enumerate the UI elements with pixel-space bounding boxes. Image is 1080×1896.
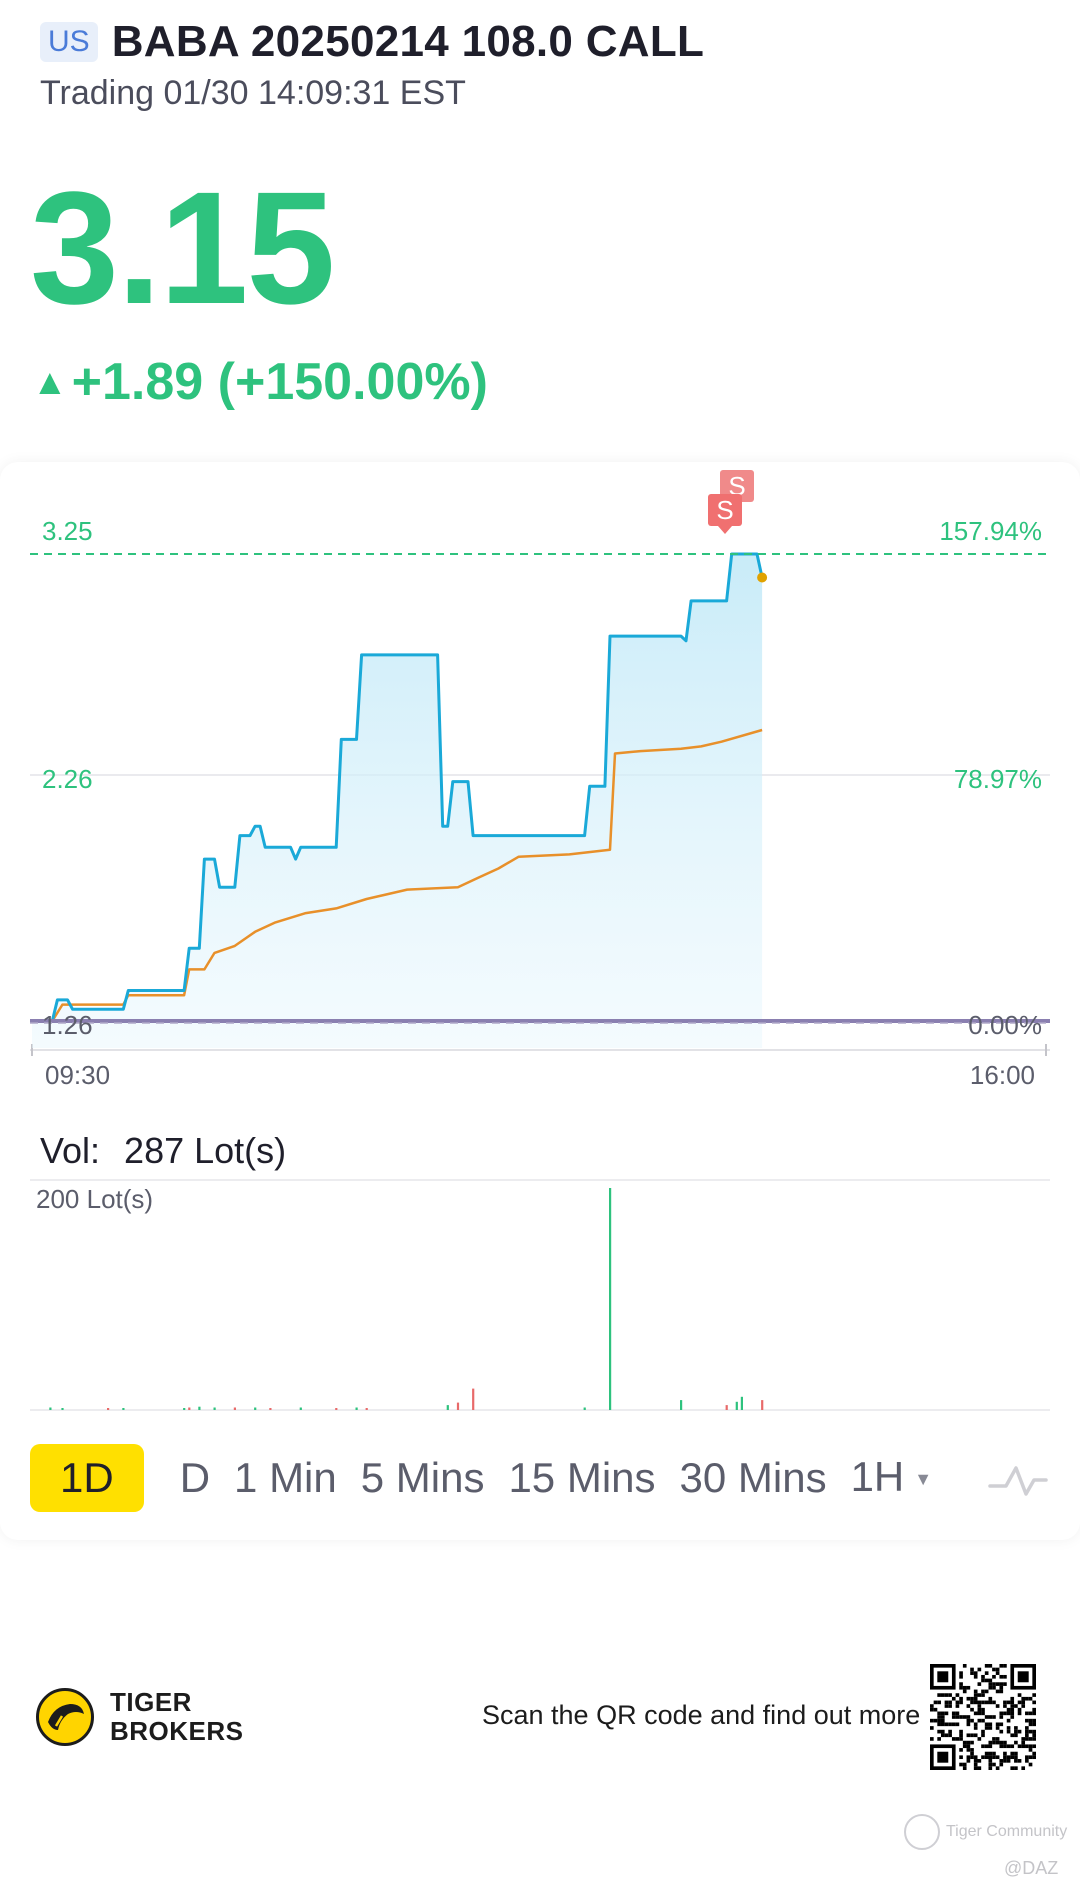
brand-name: TIGER BROKERS — [110, 1688, 244, 1746]
volume-value: 287 Lot(s) — [124, 1130, 287, 1171]
price-change-value: +1.89 (+150.00%) — [71, 353, 488, 411]
brand-line-1: TIGER — [110, 1687, 192, 1717]
y-label-mid: 2.26 — [42, 764, 93, 794]
volume-bar — [761, 1400, 764, 1410]
tab-1d[interactable]: 1D — [30, 1444, 144, 1512]
volume-bar — [299, 1407, 302, 1410]
volume-bar — [365, 1408, 368, 1410]
volume-bar — [233, 1407, 236, 1410]
volume-bar — [583, 1407, 586, 1410]
tab-15-mins[interactable]: 15 Mins — [508, 1454, 656, 1501]
x-label-open: 09:30 — [45, 1060, 110, 1090]
tab-1h-label: 1H — [850, 1452, 905, 1500]
tab-5-mins[interactable]: 5 Mins — [360, 1454, 485, 1501]
svg-text:S: S — [728, 471, 745, 501]
volume-bar — [335, 1408, 338, 1410]
volume-bar — [183, 1408, 186, 1410]
last-price: 3.15 — [30, 158, 335, 337]
tiger-logo-icon — [36, 1688, 94, 1746]
volume-bar — [213, 1407, 216, 1410]
volume-bar — [472, 1388, 475, 1410]
y-pct-low: 0.00% — [968, 1010, 1042, 1040]
y-pct-high: 157.94% — [939, 516, 1042, 546]
title-row: US BABA 20250214 108.0 CALL — [40, 16, 1040, 68]
volume-bar — [680, 1400, 683, 1410]
market-badge: US — [40, 22, 98, 62]
volume-bar — [254, 1407, 257, 1410]
volume-bars — [49, 1188, 764, 1410]
volume-bar — [188, 1407, 191, 1410]
tiger-brokers-logo: TIGER BROKERS — [36, 1688, 244, 1746]
price-area — [32, 554, 763, 1048]
volume-bar — [269, 1408, 272, 1410]
price-line — [32, 552, 764, 1023]
timeframe-tabs: 1D D 1 Min 5 Mins 15 Mins 30 Mins 1H ▼ — [30, 1444, 956, 1512]
author-handle: @DAZ — [1004, 1858, 1059, 1878]
volume-bar — [61, 1408, 64, 1410]
tab-1h[interactable]: 1H ▼ — [851, 1443, 933, 1514]
y-label-high: 3.25 — [42, 516, 93, 546]
scan-qr-text: Scan the QR code and find out more — [482, 1700, 921, 1730]
intraday-chart[interactable]: 3.25 2.26 1.26 157.94% 78.97% 0.00% 09:3… — [0, 0, 1080, 1440]
volume-scale-label: 200 Lot(s) — [36, 1184, 153, 1214]
community-text: Tiger Community — [946, 1823, 1068, 1840]
x-label-close: 16:00 — [970, 1060, 1035, 1090]
svg-text:S: S — [716, 495, 733, 525]
community-logo-icon — [904, 1814, 940, 1850]
quote-header: US BABA 20250214 108.0 CALL Trading 01/3… — [40, 16, 1040, 113]
last-point-marker — [757, 572, 768, 583]
volume-bar — [198, 1406, 201, 1410]
volume-bar — [355, 1407, 358, 1410]
volume-bar — [740, 1396, 743, 1410]
qr-code[interactable] — [930, 1664, 1036, 1770]
average-price-line — [32, 728, 763, 1023]
caret-down-icon: ▼ — [914, 1469, 933, 1490]
price-area-fill — [32, 554, 763, 1048]
volume-bar — [49, 1407, 52, 1410]
trading-status: Trading 01/30 14:09:31 EST — [40, 74, 466, 112]
volume-bar — [446, 1405, 449, 1410]
y-pct-mid: 78.97% — [954, 764, 1042, 794]
volume-bar — [456, 1402, 460, 1410]
price-change: ▲ +1.89 (+150.00%) — [32, 352, 488, 412]
tab-daily[interactable]: D — [179, 1454, 211, 1501]
up-arrow-icon: ▲ — [32, 361, 68, 402]
volume-bar — [725, 1405, 728, 1410]
instrument-title: BABA 20250214 108.0 CALL — [111, 17, 705, 66]
y-label-low: 1.26 — [42, 1010, 93, 1040]
brand-line-2: BROKERS — [110, 1716, 244, 1746]
indicator-wave-icon[interactable] — [988, 1462, 1048, 1500]
sell-signal-marker[interactable]: S — [708, 494, 742, 534]
tiger-community-watermark: Tiger Community — [904, 1814, 1067, 1850]
tab-30-mins[interactable]: 30 Mins — [679, 1454, 827, 1501]
line-layer — [32, 552, 764, 1023]
volume-summary: Vol: 287 Lot(s) — [40, 1130, 286, 1172]
tab-1-min[interactable]: 1 Min — [234, 1454, 337, 1501]
volume-bar — [107, 1408, 110, 1410]
volume-bar — [609, 1188, 612, 1410]
volume-bar — [735, 1401, 738, 1410]
volume-label: Vol: — [40, 1130, 101, 1171]
volume-bar — [122, 1408, 125, 1410]
